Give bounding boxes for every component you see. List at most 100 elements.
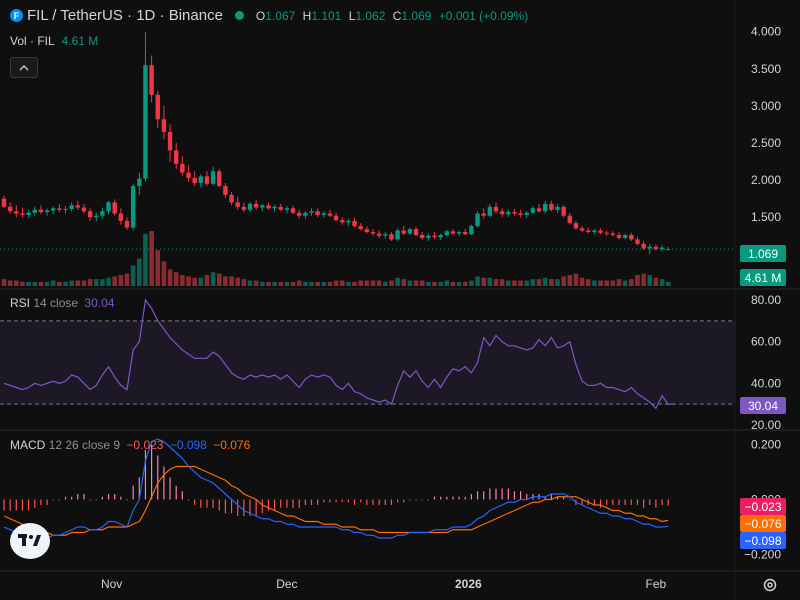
volume-bar: [192, 277, 197, 286]
volume-bar: [573, 273, 579, 286]
volume-bar: [641, 273, 646, 286]
candle-body: [81, 207, 87, 212]
volume-bar: [241, 279, 247, 286]
volume-bar: [14, 280, 19, 286]
candle-body: [475, 213, 480, 227]
volume-bar: [407, 280, 413, 286]
candle-body: [180, 163, 185, 173]
volume-bar: [659, 279, 665, 286]
candle-body: [327, 213, 333, 216]
macd-histogram-bar: [157, 455, 159, 500]
macd-name: MACD: [10, 438, 46, 452]
macd-histogram-bar: [58, 499, 60, 501]
volume-bar: [20, 281, 25, 286]
candle-body: [63, 209, 68, 211]
candle-body: [87, 211, 93, 218]
volume-bar: [635, 275, 640, 286]
candle-body: [598, 230, 603, 233]
macd-histogram-bar: [101, 496, 103, 500]
volume-bar: [499, 279, 505, 286]
candle-body: [266, 205, 271, 209]
volume-bar: [272, 281, 277, 286]
macd-legend[interactable]: MACD 12 26 close 9 −0.023 −0.098 −0.076: [10, 438, 250, 452]
candle-body: [26, 212, 31, 215]
volume-bar: [333, 280, 339, 286]
macd-histogram-bar: [489, 488, 491, 500]
macd-histogram-bar: [224, 499, 226, 514]
macd-histogram-bar: [64, 496, 67, 500]
macd-histogram-bar: [464, 496, 466, 500]
macd-histogram-bar: [95, 499, 97, 501]
macd-hist-badge: −0.023: [740, 498, 786, 515]
macd-histogram-bar: [310, 499, 313, 505]
candle-body: [297, 212, 302, 216]
candle-body: [469, 226, 474, 235]
time-tick-label: Dec: [276, 577, 297, 591]
macd-histogram-bar: [341, 499, 343, 503]
volume-legend[interactable]: Vol · FIL 4.61 M: [10, 34, 98, 48]
price-tick-label: 2.500: [751, 136, 781, 150]
candle-body: [192, 177, 197, 184]
candle-body: [253, 203, 259, 208]
volume-bar: [512, 280, 517, 286]
candle-body: [69, 205, 74, 210]
volume-bar: [260, 281, 265, 286]
candle-body: [438, 235, 443, 238]
candle-body: [204, 176, 210, 184]
candle-body: [38, 209, 44, 212]
macd-histogram-bar: [630, 499, 632, 505]
volume-badge: 4.61 M: [740, 269, 786, 286]
gear-icon[interactable]: [762, 577, 778, 593]
macd-histogram-bar: [83, 494, 85, 500]
volume-bar: [155, 250, 161, 286]
volume-bar: [426, 281, 431, 286]
macd-histogram-bar: [267, 499, 270, 511]
macd-histogram-bar: [335, 499, 337, 503]
macd-tick-label: −0.200: [744, 548, 781, 562]
volume-bar: [647, 275, 653, 286]
macd-histogram-bar: [550, 494, 552, 500]
candle-body: [536, 208, 542, 212]
volume-bar: [450, 281, 456, 286]
volume-bar: [81, 280, 87, 286]
macd-histogram-bar: [163, 466, 165, 500]
macd-histogram-bar: [249, 499, 251, 516]
candle-body: [346, 220, 351, 223]
volume-bar: [346, 281, 351, 286]
volume-bar: [266, 281, 271, 286]
candle-body: [481, 213, 486, 216]
volume-bar: [204, 275, 210, 286]
symbol-title[interactable]: FIL / TetherUS · 1D · Binance: [27, 7, 223, 24]
candle-body: [389, 234, 394, 240]
macd-histogram-bar: [501, 488, 503, 500]
macd-signal-badge: −0.076: [740, 515, 786, 532]
high-value: 1.101: [311, 8, 342, 23]
volume-bar: [198, 277, 204, 286]
volume-bar: [87, 279, 93, 286]
candle-body: [506, 212, 511, 215]
candle-body: [161, 119, 167, 132]
candle-body: [659, 247, 665, 250]
collapse-legend-button[interactable]: [10, 57, 38, 78]
macd-histogram-bar: [606, 499, 608, 505]
macd-histogram-bar: [440, 496, 442, 500]
macd-histogram-bar: [593, 499, 595, 505]
volume-bar: [1, 279, 7, 286]
volume-bar: [401, 279, 407, 286]
time-tick-label: 2026: [455, 577, 482, 591]
volume-bar: [629, 279, 634, 286]
macd-histogram-bar: [237, 499, 239, 516]
rsi-legend[interactable]: RSI 14 close 30.04: [10, 296, 114, 310]
candle-body: [512, 212, 517, 214]
macd-histogram-bar: [458, 496, 460, 500]
tradingview-logo[interactable]: [10, 523, 50, 559]
volume-bar: [524, 280, 530, 286]
macd-histogram-bar: [175, 485, 177, 500]
macd-histogram-bar: [513, 491, 516, 500]
macd-histogram-bar: [304, 499, 306, 505]
macd-histogram-bar: [415, 499, 417, 501]
candle-body: [130, 186, 136, 228]
macd-histogram-bar: [544, 496, 546, 500]
volume-bar: [57, 281, 62, 286]
